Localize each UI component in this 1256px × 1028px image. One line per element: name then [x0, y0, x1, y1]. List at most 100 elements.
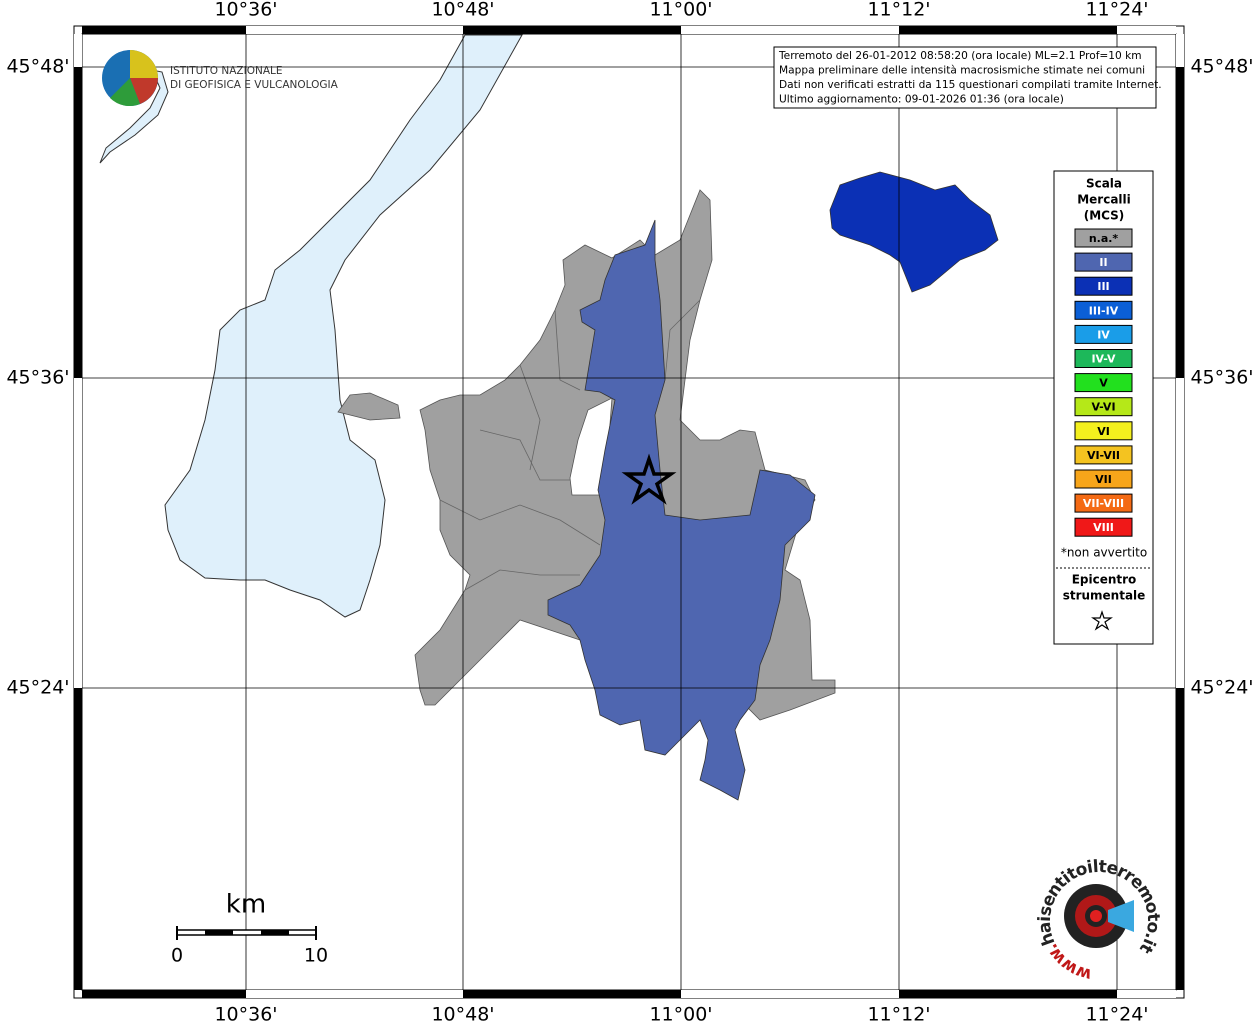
frame-bar [1176, 688, 1184, 990]
legend-swatch [1074, 349, 1133, 368]
legend-swatch [1074, 252, 1133, 272]
info-line: Dati non verificati estratti da 115 ques… [779, 79, 1162, 91]
scale-bar-segment [205, 930, 233, 935]
info-box-frame [773, 46, 1157, 109]
frame-bar [246, 26, 463, 34]
longitude-label: 11°24' [1085, 0, 1148, 21]
legend: ScalaMercalli(MCS)n.a.*IIIIIIII-IVIVIV-V… [1053, 170, 1154, 645]
longitude-label: 11°12' [867, 1004, 930, 1025]
legend-label: VI-VII [1087, 449, 1120, 462]
longitude-label: 11°00' [649, 0, 712, 21]
frame-bar [82, 26, 246, 34]
frame-bar [1176, 378, 1184, 688]
frame-bar [74, 688, 82, 990]
legend-title: Mercalli [1077, 193, 1131, 207]
scale-label: 10 [304, 945, 328, 967]
legend-title: Scala [1086, 177, 1122, 191]
legend-label: III [1097, 280, 1109, 293]
legend-swatch [1074, 421, 1133, 441]
institute-name: DI GEOFISICA E VULCANOLOGIA [170, 79, 339, 91]
legend-note: *non avvertito [1061, 546, 1147, 560]
lake [164, 34, 523, 618]
longitude-label: 11°00' [649, 1004, 712, 1025]
latitude-label: 45°48' [1190, 56, 1253, 78]
legend-label: VI [1097, 425, 1110, 438]
legend-swatch [1074, 397, 1133, 417]
legend-swatch [1074, 493, 1133, 513]
scale-unit: km [226, 890, 266, 920]
logo-segment [130, 50, 158, 78]
latitude-label: 45°48' [6, 56, 69, 78]
legend-label: VII [1095, 473, 1112, 486]
info-line: Ultimo aggiornamento: 09-01-2026 01:36 (… [779, 94, 1064, 106]
legend-label: II [1099, 256, 1107, 269]
legend-swatch [1074, 324, 1133, 344]
frame-bar [1117, 26, 1176, 34]
info-line: Terremoto del 26-01-2012 08:58:20 (ora l… [778, 50, 1142, 62]
latitude-label: 45°24' [1190, 677, 1253, 699]
legend-swatch [1074, 517, 1133, 537]
legend-label: V [1099, 377, 1108, 390]
frame-bar [1176, 67, 1184, 378]
legend-label: VIII [1093, 521, 1114, 534]
legend-label: n.a.* [1089, 232, 1119, 245]
legend-label: V-VI [1091, 401, 1115, 414]
longitude-label: 11°12' [867, 0, 930, 21]
epicenter-star [621, 453, 677, 505]
longitude-label: 10°36' [214, 1004, 277, 1025]
scale-bar-frame [176, 929, 317, 936]
frame-bar [899, 990, 1117, 998]
legend-label: VII-VIII [1083, 497, 1124, 510]
legend-swatch [1074, 445, 1133, 465]
frame-bar [246, 990, 463, 998]
region-na [337, 392, 401, 421]
scale-bar: km 0 10 [171, 890, 328, 967]
legend-title: (MCS) [1084, 209, 1125, 223]
frame-bar [463, 26, 681, 34]
legend-label: IV-V [1091, 353, 1116, 366]
frame-bar [74, 67, 82, 378]
legend-label: IV [1097, 328, 1110, 341]
info-box: Terremoto del 26-01-2012 08:58:20 (ora l… [773, 46, 1162, 109]
legend-star [1091, 610, 1113, 631]
longitude-label: 10°48' [431, 0, 494, 21]
legend-label: III-IV [1089, 304, 1119, 317]
latitude-label: 45°36' [6, 367, 69, 389]
legend-swatch [1074, 228, 1133, 248]
frame-bar [82, 990, 246, 998]
region-ii [547, 219, 816, 801]
legend-swatch [1074, 373, 1133, 393]
ingv-logo: ISTITUTO NAZIONALE DI GEOFISICA E VULCAN… [102, 50, 339, 107]
legend-epicenter-title: strumentale [1063, 589, 1146, 603]
map-frame [73, 25, 1185, 999]
frame-bar [463, 990, 681, 998]
frame-bar [681, 990, 899, 998]
logo-disc [1090, 910, 1102, 922]
longitude-label: 11°24' [1085, 1004, 1148, 1025]
longitude-label: 10°48' [431, 1004, 494, 1025]
frame-bar [74, 378, 82, 688]
frame-bar [1117, 990, 1176, 998]
longitude-label: 10°36' [214, 0, 277, 21]
legend-epicenter-title: Epicentro [1072, 573, 1137, 587]
latitude-label: 45°36' [1190, 367, 1253, 389]
frame-bar [899, 26, 1117, 34]
frame-bar [74, 34, 82, 67]
legend-swatch [1074, 469, 1133, 489]
scale-bar-segment [261, 930, 289, 935]
region-iii [829, 171, 999, 293]
site-logo: www.haisentitoilterremoto.it [1035, 857, 1163, 985]
frame-bar [1176, 34, 1184, 67]
frame-bar [681, 26, 899, 34]
logo-segment [130, 78, 158, 104]
legend-swatch [1074, 276, 1133, 296]
logo-speaker [1108, 900, 1134, 932]
region-boundary [439, 299, 701, 591]
info-line: Mappa preliminare delle intensità macros… [779, 65, 1145, 77]
legend-swatch [1074, 300, 1133, 320]
scale-label: 0 [171, 945, 183, 967]
latitude-label: 45°24' [6, 677, 69, 699]
logo-segment [110, 78, 140, 107]
institute-name: ISTITUTO NAZIONALE [170, 65, 283, 77]
